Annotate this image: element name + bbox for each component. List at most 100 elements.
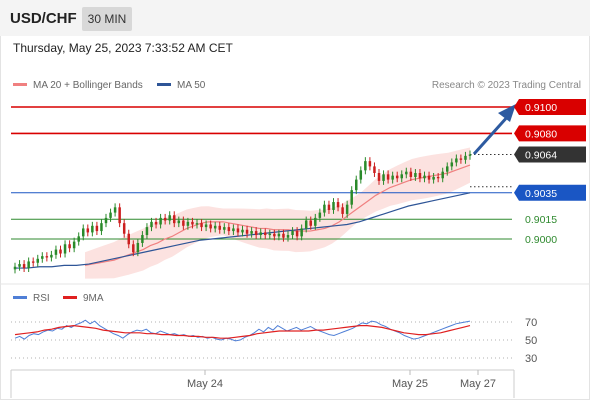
level-tag-0.9100 xyxy=(514,99,586,115)
candle-body xyxy=(59,249,62,254)
candle-body xyxy=(145,227,149,236)
time-axis: May 24 May 25 May 27 xyxy=(0,283,590,398)
candle-body xyxy=(354,179,358,191)
candle-body xyxy=(45,256,49,258)
candle-body xyxy=(13,266,17,270)
candle-body xyxy=(377,173,381,181)
candle-body xyxy=(241,229,244,233)
level-tag-0.9064 xyxy=(514,146,586,163)
candle-body xyxy=(459,158,463,160)
candle-body xyxy=(300,228,303,237)
level-labels-layer: 0.9100 0.9080 0.9064 0.9035 0.9015 0.9000 xyxy=(514,99,586,246)
candle-body xyxy=(68,244,71,249)
legend-rsi: RSI xyxy=(13,293,50,304)
candle-body xyxy=(191,221,194,225)
level-label-0.9000: 0.9000 xyxy=(525,234,557,246)
candle-body xyxy=(100,223,103,232)
candle-body xyxy=(445,166,449,172)
candle-body xyxy=(250,231,253,234)
rsi-tick-label: 70 xyxy=(525,317,537,329)
candle-body xyxy=(41,256,44,259)
candle-body xyxy=(391,175,394,180)
candle-body xyxy=(232,228,235,232)
candle-body xyxy=(27,261,30,269)
candle-body xyxy=(295,231,299,237)
time-tick-label: May 24 xyxy=(187,378,223,390)
candle-body xyxy=(282,233,285,238)
candlestick-layer xyxy=(13,150,472,274)
candle-body xyxy=(273,233,276,237)
candle-body xyxy=(332,202,335,210)
candle-body xyxy=(50,254,53,258)
candle-body xyxy=(400,174,404,179)
candle-body xyxy=(395,175,399,179)
level-tag-0.9035 xyxy=(514,184,586,201)
timeframe-badge[interactable]: 30 MIN xyxy=(82,7,132,31)
candle-body xyxy=(213,225,217,229)
rsi-panel: 70 50 30 xyxy=(11,317,537,365)
candle-body xyxy=(182,220,185,226)
candle-body xyxy=(204,224,208,228)
candle-body xyxy=(291,231,294,236)
candle-body xyxy=(172,215,176,224)
ma20-swatch xyxy=(13,82,27,86)
candle-body xyxy=(318,212,322,218)
candle-body xyxy=(327,204,331,210)
candle-body xyxy=(218,225,222,230)
level-label-0.9100: 0.9100 xyxy=(525,102,557,114)
legend-ma9: 9MA xyxy=(63,293,104,304)
candle-body xyxy=(113,207,117,213)
candle-body xyxy=(132,244,135,253)
bollinger-band xyxy=(85,147,470,279)
candle-body xyxy=(91,225,94,233)
candle-body xyxy=(409,171,413,177)
rsi-ma9-line xyxy=(14,324,471,339)
candle-body xyxy=(268,233,272,236)
candle-body xyxy=(227,227,231,232)
candle-body xyxy=(163,217,167,221)
candle-body xyxy=(464,155,467,160)
candle-body xyxy=(136,242,140,253)
level-lines-layer xyxy=(11,106,512,240)
candle-body xyxy=(177,220,181,224)
legend-ma50: MA 50 xyxy=(157,80,205,91)
time-tick-label: May 27 xyxy=(460,378,496,390)
candle-body xyxy=(345,204,349,214)
candle-body xyxy=(254,231,258,236)
candle-body xyxy=(336,202,340,208)
candle-body xyxy=(427,175,431,180)
candle-body xyxy=(18,264,21,267)
credit-text: Research © 2023 Trading Central xyxy=(431,80,581,91)
candle-body xyxy=(414,173,417,177)
level-tag-0.9080 xyxy=(514,125,586,142)
legend-ma20: MA 20 + Bollinger Bands xyxy=(13,80,143,91)
rsi-line xyxy=(14,319,471,342)
candle-body xyxy=(22,264,26,269)
ma9-swatch xyxy=(63,295,77,299)
candle-body xyxy=(31,261,35,263)
candle-body xyxy=(118,207,121,224)
candle-body xyxy=(154,221,158,225)
candle-body xyxy=(441,171,444,179)
candle-body xyxy=(373,166,376,173)
candle-body xyxy=(200,223,203,228)
candle-body xyxy=(382,174,385,181)
candle-body xyxy=(314,217,317,226)
candle-body xyxy=(81,228,85,237)
candle-body xyxy=(364,161,367,171)
candle-body xyxy=(245,229,249,234)
candle-body xyxy=(109,212,112,218)
candle-body xyxy=(223,227,226,230)
projection-arrow-layer xyxy=(472,104,516,156)
candle-body xyxy=(277,233,281,237)
candle-body xyxy=(450,162,454,167)
candle-body xyxy=(304,220,308,229)
candle-body xyxy=(418,173,422,179)
candle-body xyxy=(63,244,67,254)
ma9-legend-label: 9MA xyxy=(83,293,104,304)
candle-body xyxy=(368,161,372,167)
chart-header: USD/CHF 30 MIN xyxy=(0,0,590,36)
candle-body xyxy=(263,232,267,236)
candle-body xyxy=(36,258,40,263)
